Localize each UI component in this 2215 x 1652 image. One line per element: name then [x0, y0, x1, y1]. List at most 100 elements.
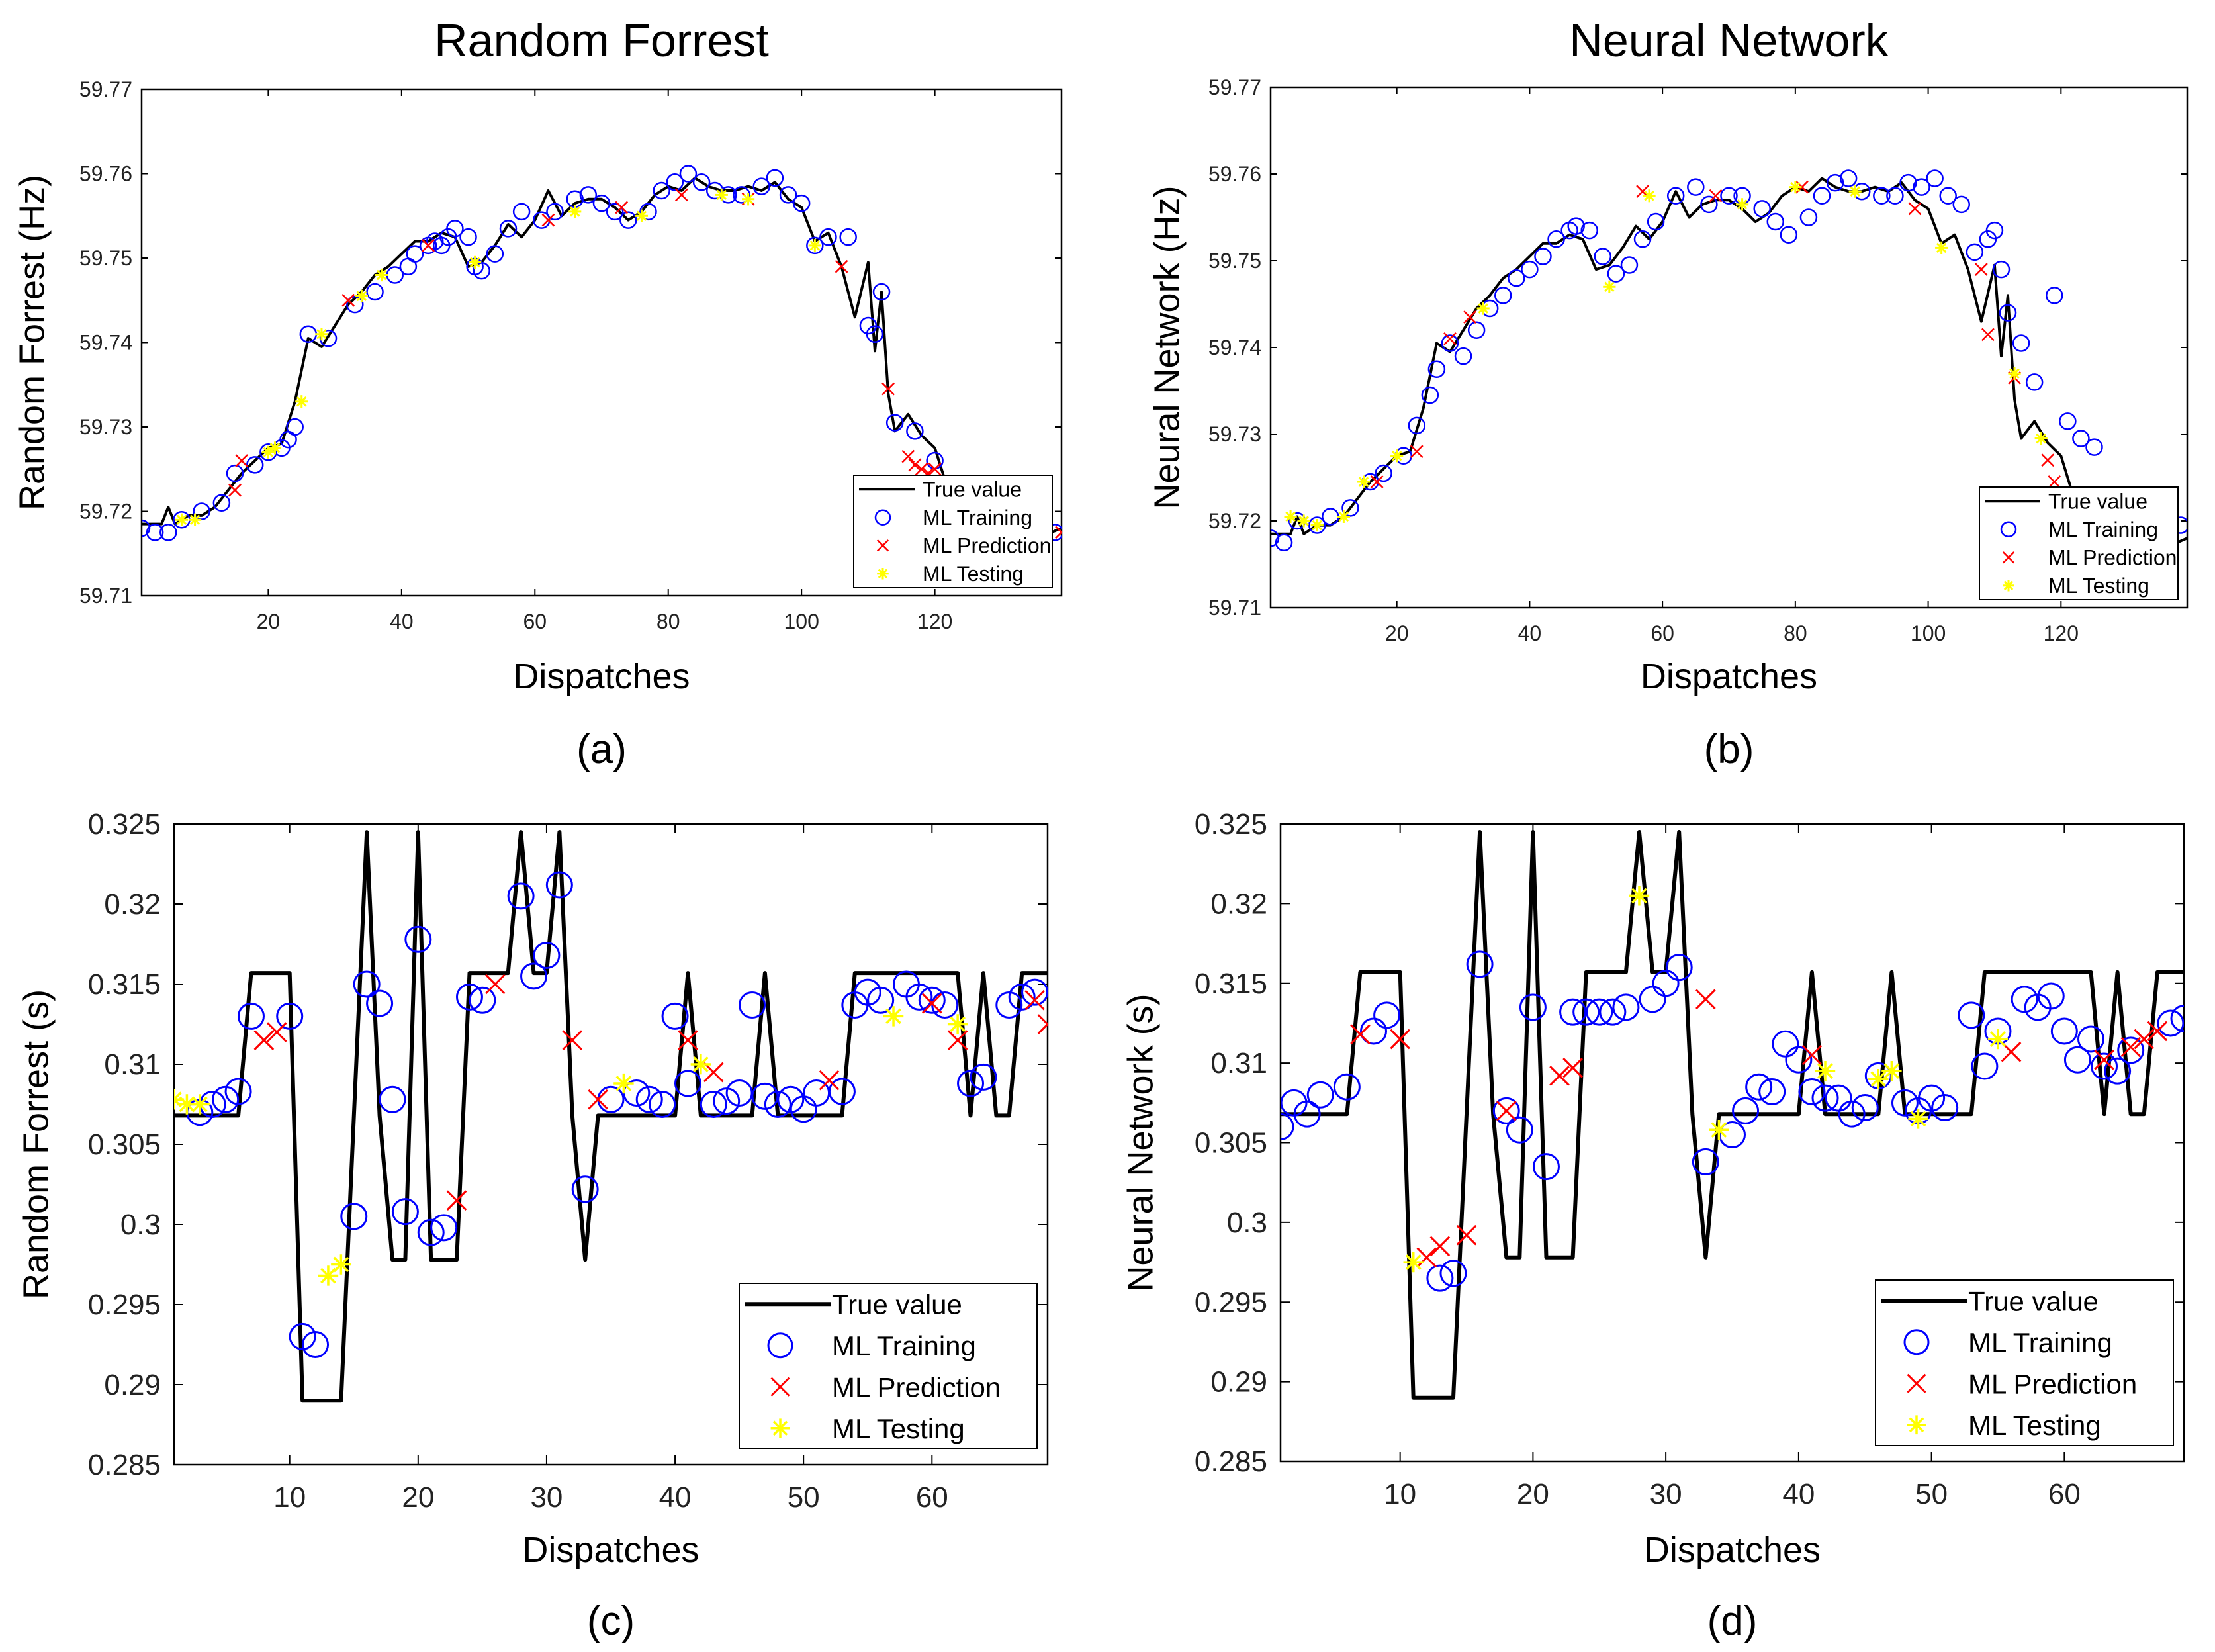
training-point [1899, 173, 1917, 192]
training-point [1580, 221, 1598, 240]
training-point [1939, 187, 1957, 205]
legend-marker [1903, 1329, 1930, 1355]
testing-point [1908, 1109, 1928, 1129]
training-point [666, 173, 684, 191]
training-point [1926, 169, 1944, 187]
training-point [226, 464, 244, 482]
legend-marker [2000, 521, 2017, 537]
training-point [1373, 1001, 1401, 1029]
prediction-point [835, 259, 848, 273]
training-point [1439, 1260, 1467, 1287]
training-point [1275, 533, 1293, 551]
training-point [1918, 1084, 1946, 1112]
prediction-point [541, 213, 555, 227]
prediction-point [1055, 526, 1062, 539]
training-point [507, 882, 535, 910]
y-tick-label: 0.315 [1195, 968, 1267, 1000]
training-point [649, 1091, 676, 1118]
testing-point [883, 1006, 904, 1027]
training-point [866, 325, 884, 343]
testing-point [808, 239, 821, 252]
testing-point [355, 289, 368, 302]
training-point [779, 186, 797, 204]
prediction-point [422, 238, 435, 252]
training-point [619, 211, 637, 229]
prediction-point [2120, 1036, 2142, 1058]
testing-point [1643, 189, 1656, 203]
training-point [1008, 983, 1036, 1011]
training-point [579, 186, 598, 204]
legend-marker [770, 1377, 790, 1397]
x-tick-label: 20 [257, 610, 281, 633]
testing-point [715, 188, 728, 201]
training-point [1772, 1030, 1799, 1058]
testing-point [635, 209, 649, 222]
legend-ml-prediction: ML Prediction [2048, 545, 2177, 569]
training-point [692, 173, 711, 191]
training-point [1426, 1264, 1454, 1292]
y-tick-label: 0.305 [88, 1128, 161, 1161]
x-tick-label: 80 [1784, 621, 1807, 645]
training-point [733, 186, 750, 204]
testing-point [375, 268, 388, 282]
training-point [2077, 1025, 2104, 1053]
training-point [1838, 1100, 1866, 1128]
training-point [1607, 265, 1625, 283]
x-tick-label: 60 [2048, 1478, 2081, 1510]
y-tick-label: 59.71 [1208, 596, 1261, 620]
testing-point [1789, 181, 1802, 194]
y-axis-label: Random Forrest (s) [16, 989, 56, 1299]
prediction-point [1695, 989, 1716, 1010]
training-point [546, 203, 564, 221]
training-point [2170, 1005, 2184, 1032]
legend: True value ML Training ML Prediction ML Tes… [1979, 486, 2179, 600]
training-point [1521, 260, 1539, 279]
legend-marker [1907, 1415, 1926, 1435]
training-point [2104, 1057, 2132, 1085]
training-point [1333, 1073, 1361, 1101]
training-point [1753, 200, 1771, 218]
prediction-point [1410, 445, 1424, 459]
y-tick-label: 0.295 [1195, 1286, 1267, 1318]
training-point [1666, 187, 1685, 205]
prediction-point [1801, 1044, 1823, 1066]
prediction-point [1024, 989, 1045, 1011]
training-point [739, 991, 766, 1019]
legend-true-value: True value [2048, 489, 2147, 513]
testing-point [1629, 886, 1650, 906]
training-point [2046, 287, 2063, 304]
training-point [391, 1198, 419, 1226]
y-tick-label: 0.31 [104, 1048, 161, 1081]
training-point [366, 283, 384, 301]
testing-point [1297, 514, 1310, 528]
legend-ml-testing: ML Testing [832, 1413, 965, 1444]
x-tick-label: 10 [273, 1481, 306, 1514]
training-point [957, 1070, 985, 1097]
training-point [1494, 287, 1512, 304]
training-point [1408, 416, 1426, 435]
legend-ml-testing: ML Testing [923, 562, 1024, 586]
training-point [1913, 178, 1930, 196]
legend-ml-training: ML Training [923, 506, 1032, 529]
panel-label: (d) [1707, 1598, 1758, 1644]
training-point [1441, 334, 1459, 352]
training-point [2025, 373, 2044, 391]
training-point [592, 194, 611, 212]
testing-point [295, 395, 308, 408]
training-point [142, 519, 151, 537]
prediction-point [588, 1089, 608, 1110]
training-point [705, 181, 724, 200]
true-value-line [142, 176, 1062, 559]
y-tick-label: 0.3 [1227, 1207, 1267, 1239]
prediction-point [235, 454, 248, 467]
training-point [1826, 173, 1844, 192]
chart-panel-c: 10 20 30 40 50 60 0.285 0.29 0.295 0.3 0.305 0.31 0.… [16, 808, 1049, 1644]
training-point [486, 245, 504, 263]
training-point [1532, 1153, 1560, 1181]
training-point [1780, 226, 1798, 244]
training-point [1665, 954, 1693, 982]
training-point [713, 1087, 741, 1115]
testing-point [1403, 1252, 1424, 1273]
testing-point [2008, 367, 2021, 380]
